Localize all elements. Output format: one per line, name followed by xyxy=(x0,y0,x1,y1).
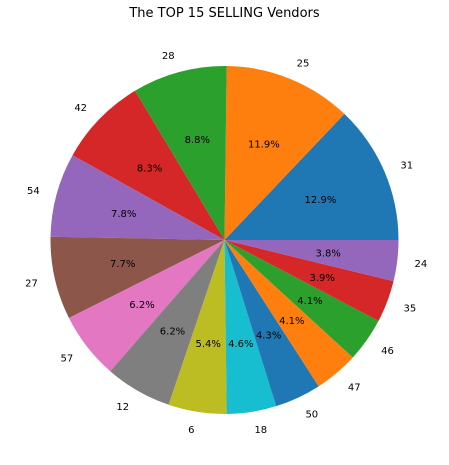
slice-pct-label-18: 4.6% xyxy=(228,339,253,350)
pie-slice-18 xyxy=(224,240,277,414)
slice-label-46: 46 xyxy=(381,346,394,357)
slice-pct-label-25: 11.9% xyxy=(248,139,280,150)
slice-pct-label-31: 12.9% xyxy=(305,195,337,206)
slice-label-25: 25 xyxy=(297,59,310,70)
pie-slice-35 xyxy=(224,240,394,321)
pie-slice-24 xyxy=(224,240,399,282)
slice-pct-label-46: 4.1% xyxy=(297,296,322,307)
pie-slice-42 xyxy=(72,90,225,240)
slice-pct-label-6: 5.4% xyxy=(195,339,220,350)
slice-pct-label-27: 7.7% xyxy=(110,259,135,270)
slice-label-50: 50 xyxy=(305,409,318,420)
slice-label-6: 6 xyxy=(188,425,194,436)
pie-slice-12 xyxy=(110,240,225,405)
slice-label-57: 57 xyxy=(61,353,74,364)
slice-label-18: 18 xyxy=(254,425,267,436)
chart-title: The TOP 15 SELLING Vendors xyxy=(128,6,320,21)
slice-label-28: 28 xyxy=(162,51,175,62)
slice-label-24: 24 xyxy=(415,259,428,270)
slice-label-47: 47 xyxy=(348,382,361,393)
slice-pct-label-57: 6.2% xyxy=(129,300,154,311)
slice-pct-label-35: 3.9% xyxy=(309,273,334,284)
pie-slice-46 xyxy=(224,240,379,358)
pie-slice-25 xyxy=(224,66,345,241)
pie-slice-50 xyxy=(224,240,319,407)
pie-slice-6 xyxy=(168,240,227,414)
slice-pct-label-24: 3.8% xyxy=(315,248,340,259)
pie-slice-31 xyxy=(224,113,399,240)
pie-slice-54 xyxy=(50,155,225,240)
slices-layer xyxy=(50,66,399,414)
labels-layer: 31 12.9% 25 11.9% 28 8.8% 42 8.3% 54 7.8% 27 7.7% 57… xyxy=(25,51,427,436)
slice-label-35: 35 xyxy=(404,304,417,315)
pie-slice-47 xyxy=(224,240,353,387)
slice-label-31: 31 xyxy=(400,161,413,172)
slice-label-12: 12 xyxy=(116,402,129,413)
slice-pct-label-28: 8.8% xyxy=(185,135,210,146)
slice-pct-label-50: 4.3% xyxy=(256,331,281,342)
pie-slice-28 xyxy=(134,66,227,240)
slice-pct-label-12: 6.2% xyxy=(160,327,185,338)
pie-slice-27 xyxy=(50,236,225,319)
slice-pct-label-47: 4.1% xyxy=(279,316,304,327)
slice-pct-label-42: 8.3% xyxy=(137,163,162,174)
slice-label-54: 54 xyxy=(27,186,40,197)
pie-slice-57 xyxy=(68,240,225,372)
slice-label-27: 27 xyxy=(25,278,38,289)
slice-pct-label-54: 7.8% xyxy=(111,209,136,220)
slice-label-42: 42 xyxy=(74,103,87,114)
